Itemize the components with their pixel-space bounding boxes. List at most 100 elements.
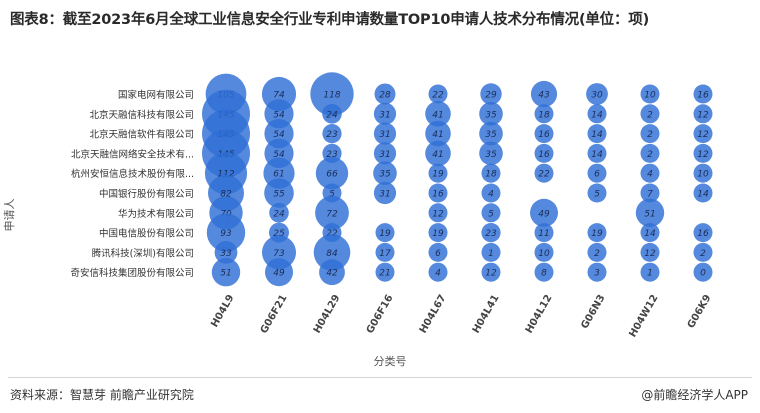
- bubble-value-label: 2: [647, 130, 653, 140]
- bubble-value-label: 43: [538, 91, 550, 101]
- bubble-value-label: 4: [488, 190, 494, 200]
- bubble: [534, 163, 554, 183]
- bubble: [587, 242, 607, 262]
- bubble-value-label: 14: [591, 110, 603, 120]
- bubble: [319, 259, 345, 286]
- bubble-value-label: 51: [220, 269, 231, 279]
- x-tick-label: H04L41: [471, 293, 502, 335]
- bubble-value-label: 8: [541, 269, 547, 279]
- bubble: [428, 84, 448, 104]
- bubble: [481, 223, 501, 243]
- bubble-value-label: 14: [591, 150, 603, 160]
- bubble-value-label: 41: [432, 110, 443, 120]
- bubble-value-label: 14: [697, 190, 709, 200]
- bubble-value-label: 12: [432, 209, 444, 219]
- bubble: [587, 124, 607, 144]
- bubble-value-label: 72: [326, 209, 338, 219]
- x-tick-label: H04W12: [627, 293, 660, 339]
- bubble-value-label: 84: [326, 249, 338, 259]
- bubble: [265, 258, 293, 287]
- bubble-value-label: 14: [644, 229, 656, 239]
- source-note: 资料来源：智慧芽 前瞻产业研究院: [10, 388, 194, 402]
- bubble-value-label: 49: [273, 269, 285, 279]
- bubble-value-label: 1: [647, 269, 653, 279]
- bubble: [587, 163, 607, 183]
- bubble-value-label: 10: [644, 91, 656, 101]
- bubble: [373, 102, 397, 125]
- bubble-value-label: 61: [273, 170, 284, 180]
- x-tick-label: H04L67: [418, 293, 449, 335]
- bubble-value-label: 112: [217, 170, 234, 180]
- bubble: [693, 262, 713, 282]
- bubble-value-label: 35: [379, 170, 391, 180]
- bubble-value-label: 82: [220, 190, 232, 200]
- bubble-value-label: 28: [379, 91, 391, 101]
- bubble-value-label: 49: [538, 209, 550, 219]
- bubble: [479, 102, 503, 126]
- bubble: [534, 262, 554, 282]
- bubble-value-label: 16: [538, 150, 550, 160]
- bubble: [479, 121, 503, 146]
- bubble-value-label: 16: [538, 130, 550, 140]
- bubble: [481, 203, 501, 223]
- bubble-value-label: 16: [697, 229, 709, 239]
- bubble-value-label: 29: [485, 91, 497, 101]
- bubble-value-label: 35: [485, 150, 497, 160]
- bubble-value-label: 21: [379, 269, 390, 279]
- bubble: [534, 143, 554, 163]
- bubble-value-label: 93: [220, 229, 232, 239]
- bubble-value-label: 5: [329, 190, 335, 200]
- bubble-value-label: 51: [644, 209, 655, 219]
- bubble-value-label: 35: [485, 130, 497, 140]
- bubble: [587, 262, 607, 282]
- bubble-value-label: 41: [432, 130, 443, 140]
- bubble: [428, 262, 448, 282]
- bubble: [693, 223, 713, 243]
- bubble-value-label: 54: [273, 150, 285, 160]
- bubble-value-label: 12: [697, 110, 709, 120]
- bubble-value-label: 24: [273, 209, 285, 219]
- chart-title: 图表8：截至2023年6月全球工业信息安全行业专利申请数量TOP10申请人技术分…: [10, 12, 650, 28]
- bubble: [693, 183, 713, 203]
- bubble-value-label: 19: [379, 229, 391, 239]
- bubble: [315, 195, 349, 230]
- bubble-value-label: 54: [273, 130, 285, 140]
- bubble: [640, 163, 660, 183]
- bubble: [428, 223, 448, 243]
- bubble-value-label: 54: [273, 110, 285, 120]
- publisher-credit: @前瞻经济学人APP: [641, 388, 748, 402]
- bubble: [480, 83, 502, 105]
- bubble-value-label: 41: [432, 150, 443, 160]
- bubble-value-label: 24: [326, 110, 338, 120]
- y-tick-label: 北京天融信网络安全技术有...: [71, 148, 194, 160]
- bubble: [640, 104, 660, 124]
- bubble: [693, 84, 713, 104]
- bubble: [428, 183, 448, 203]
- bubble-value-label: 1: [488, 249, 494, 259]
- bubble-value-label: 22: [538, 170, 550, 180]
- bubble-value-label: 18: [485, 170, 497, 180]
- bubble-value-label: 2: [594, 249, 600, 259]
- bubble-value-label: 19: [432, 229, 444, 239]
- bubble: [428, 242, 448, 262]
- bubble-value-label: 66: [326, 170, 338, 180]
- x-tick-label: G06F16: [365, 293, 396, 336]
- bubble-value-label: 31: [379, 130, 390, 140]
- bubble: [313, 234, 351, 271]
- bubble: [587, 183, 607, 203]
- bubble: [693, 143, 713, 163]
- bubble: [693, 124, 713, 144]
- bubble: [269, 203, 289, 223]
- bubble: [428, 163, 448, 183]
- x-tick-label: G06N3: [579, 293, 607, 331]
- bubble: [481, 183, 501, 203]
- bubble: [214, 241, 238, 264]
- bubble: [373, 161, 397, 185]
- bubble-value-label: 12: [644, 249, 656, 259]
- bubble: [425, 120, 451, 147]
- bubble: [425, 101, 451, 127]
- bubble-value-label: 31: [379, 150, 390, 160]
- bubble-value-label: 25: [273, 229, 285, 239]
- bubble: [322, 104, 342, 124]
- bubble-value-label: 23: [326, 150, 338, 160]
